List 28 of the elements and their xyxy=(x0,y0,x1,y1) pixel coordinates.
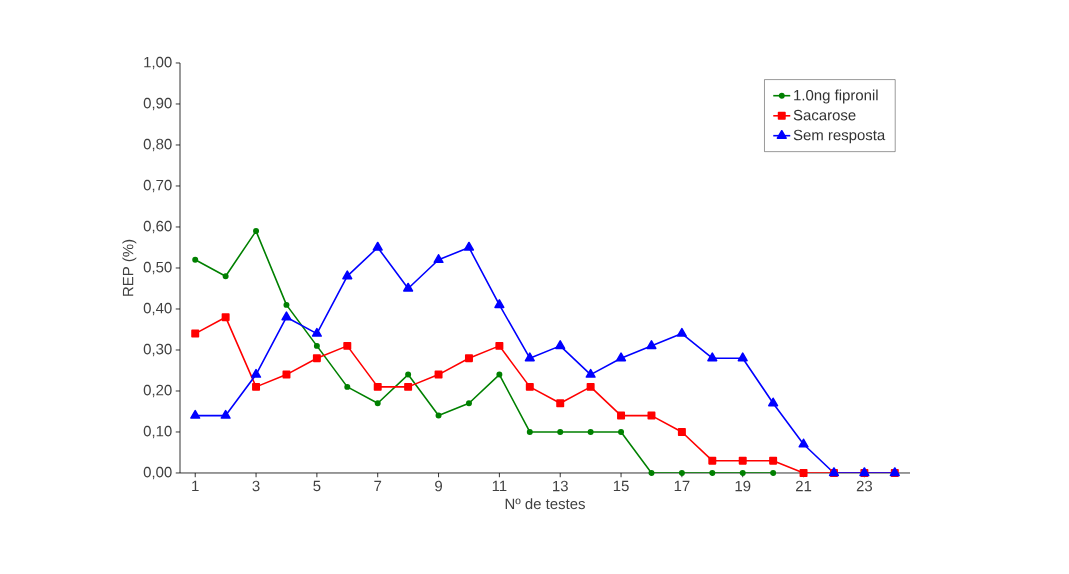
x-tick-label: 3 xyxy=(252,480,260,492)
x-tick-label: 11 xyxy=(492,480,507,492)
x-tick-label: 9 xyxy=(435,480,442,492)
x-tick-label: 21 xyxy=(795,480,812,492)
y-tick-label: 0,30 xyxy=(143,343,172,357)
legend-label: Sacarose xyxy=(793,109,856,121)
legend-label: Sem resposta xyxy=(793,129,886,144)
y-tick-label: 0,20 xyxy=(143,384,172,398)
y-tick-label: 0,10 xyxy=(143,425,172,439)
x-tick-label: 23 xyxy=(856,480,873,492)
x-tick-label: 5 xyxy=(313,480,321,492)
x-tick-label: 19 xyxy=(735,480,751,492)
y-tick-label: 0,90 xyxy=(143,97,172,111)
x-tick-label: 17 xyxy=(674,480,690,492)
y-tick-label: 0,40 xyxy=(143,302,172,316)
y-tick-label: 0,80 xyxy=(143,138,172,152)
x-tick-label: 15 xyxy=(613,480,629,492)
y-tick-label: 0,70 xyxy=(143,179,172,193)
legend-label: 1.0ng fipronil xyxy=(794,89,878,104)
y-tick-label: 0,60 xyxy=(143,220,172,234)
x-tick-label: 13 xyxy=(553,480,568,492)
x-tick-label: 7 xyxy=(374,480,382,492)
y-axis-title: REP (%) xyxy=(122,239,137,296)
y-tick-label: 0,50 xyxy=(143,261,172,275)
x-axis-title: Nº de testes xyxy=(505,498,585,510)
y-tick-label: 0,00 xyxy=(143,466,172,480)
x-tick-label: 1 xyxy=(192,480,199,492)
y-tick-label: 1,00 xyxy=(144,56,172,70)
